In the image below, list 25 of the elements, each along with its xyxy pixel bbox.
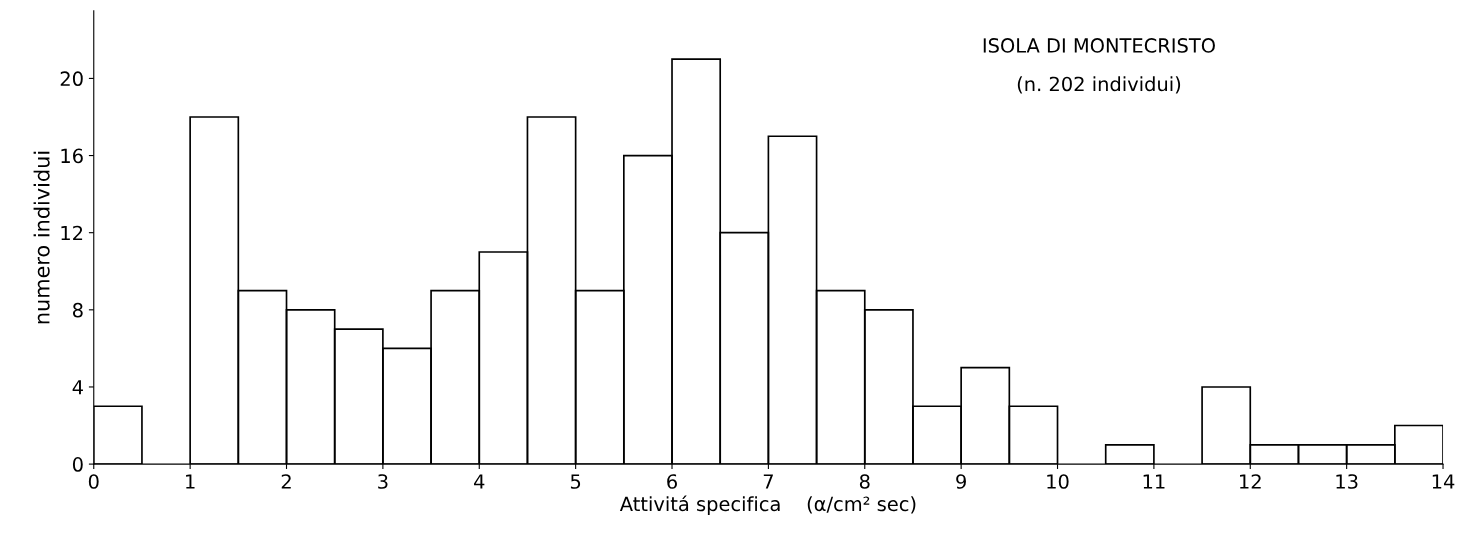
x-axis-title: Attivitá specifica (α/cm² sec) <box>619 495 916 516</box>
x-tick-label: 14 <box>1432 474 1455 489</box>
x-tick-label: 5 <box>570 474 581 489</box>
x-tick-label: 1 <box>186 474 195 489</box>
x-tick-label: 13 <box>1336 474 1358 489</box>
y-tick-label: 16 <box>61 148 83 164</box>
x-tick-label: 9 <box>956 474 966 489</box>
y-tick-label: 20 <box>60 71 83 87</box>
x-tick-label: 11 <box>1143 474 1165 489</box>
y-tick-label: 0 <box>72 457 83 472</box>
x-tick-label: 6 <box>667 474 677 489</box>
y-tick-label: 8 <box>72 302 83 318</box>
x-tick-label: 0 <box>88 474 99 489</box>
y-tick-label: 4 <box>72 380 83 395</box>
x-tick-label: 4 <box>474 474 485 489</box>
x-tick-label: 2 <box>281 474 291 489</box>
y-tick-label: 12 <box>61 225 83 241</box>
x-tick-label: 7 <box>763 474 773 489</box>
x-tick-label: 12 <box>1240 474 1261 489</box>
annotation: ISOLA DI MONTECRISTO <box>983 38 1215 53</box>
x-tick-label: 3 <box>378 474 388 489</box>
x-tick-label: 10 <box>1047 474 1069 489</box>
annotation: (n. 202 individui) <box>1017 76 1181 94</box>
x-tick-label: 8 <box>859 474 870 489</box>
y-axis-title: numero individui <box>33 151 50 324</box>
